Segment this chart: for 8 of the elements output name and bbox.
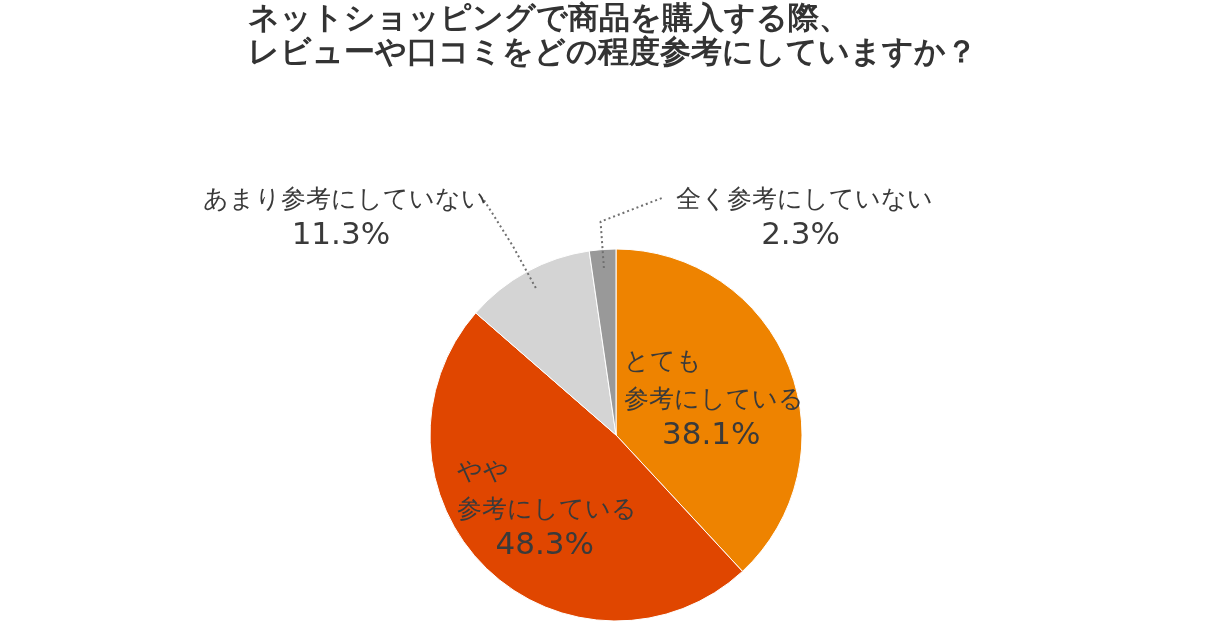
data-label: 48.3% (495, 525, 595, 562)
slice-label: 全く参考にしていない (675, 184, 933, 214)
slice-label: あまり参考にしていない (203, 184, 488, 214)
data-label: 2.3% (761, 215, 840, 252)
data-label: 38.1% (661, 414, 761, 451)
chart-title: ネットショッピングで商品を購入する際、レビューや口コミをどの程度参考にしていますか？ (248, 0, 977, 69)
slice-label: やや参考にしている (457, 456, 638, 524)
data-label: 11.3% (291, 215, 391, 252)
